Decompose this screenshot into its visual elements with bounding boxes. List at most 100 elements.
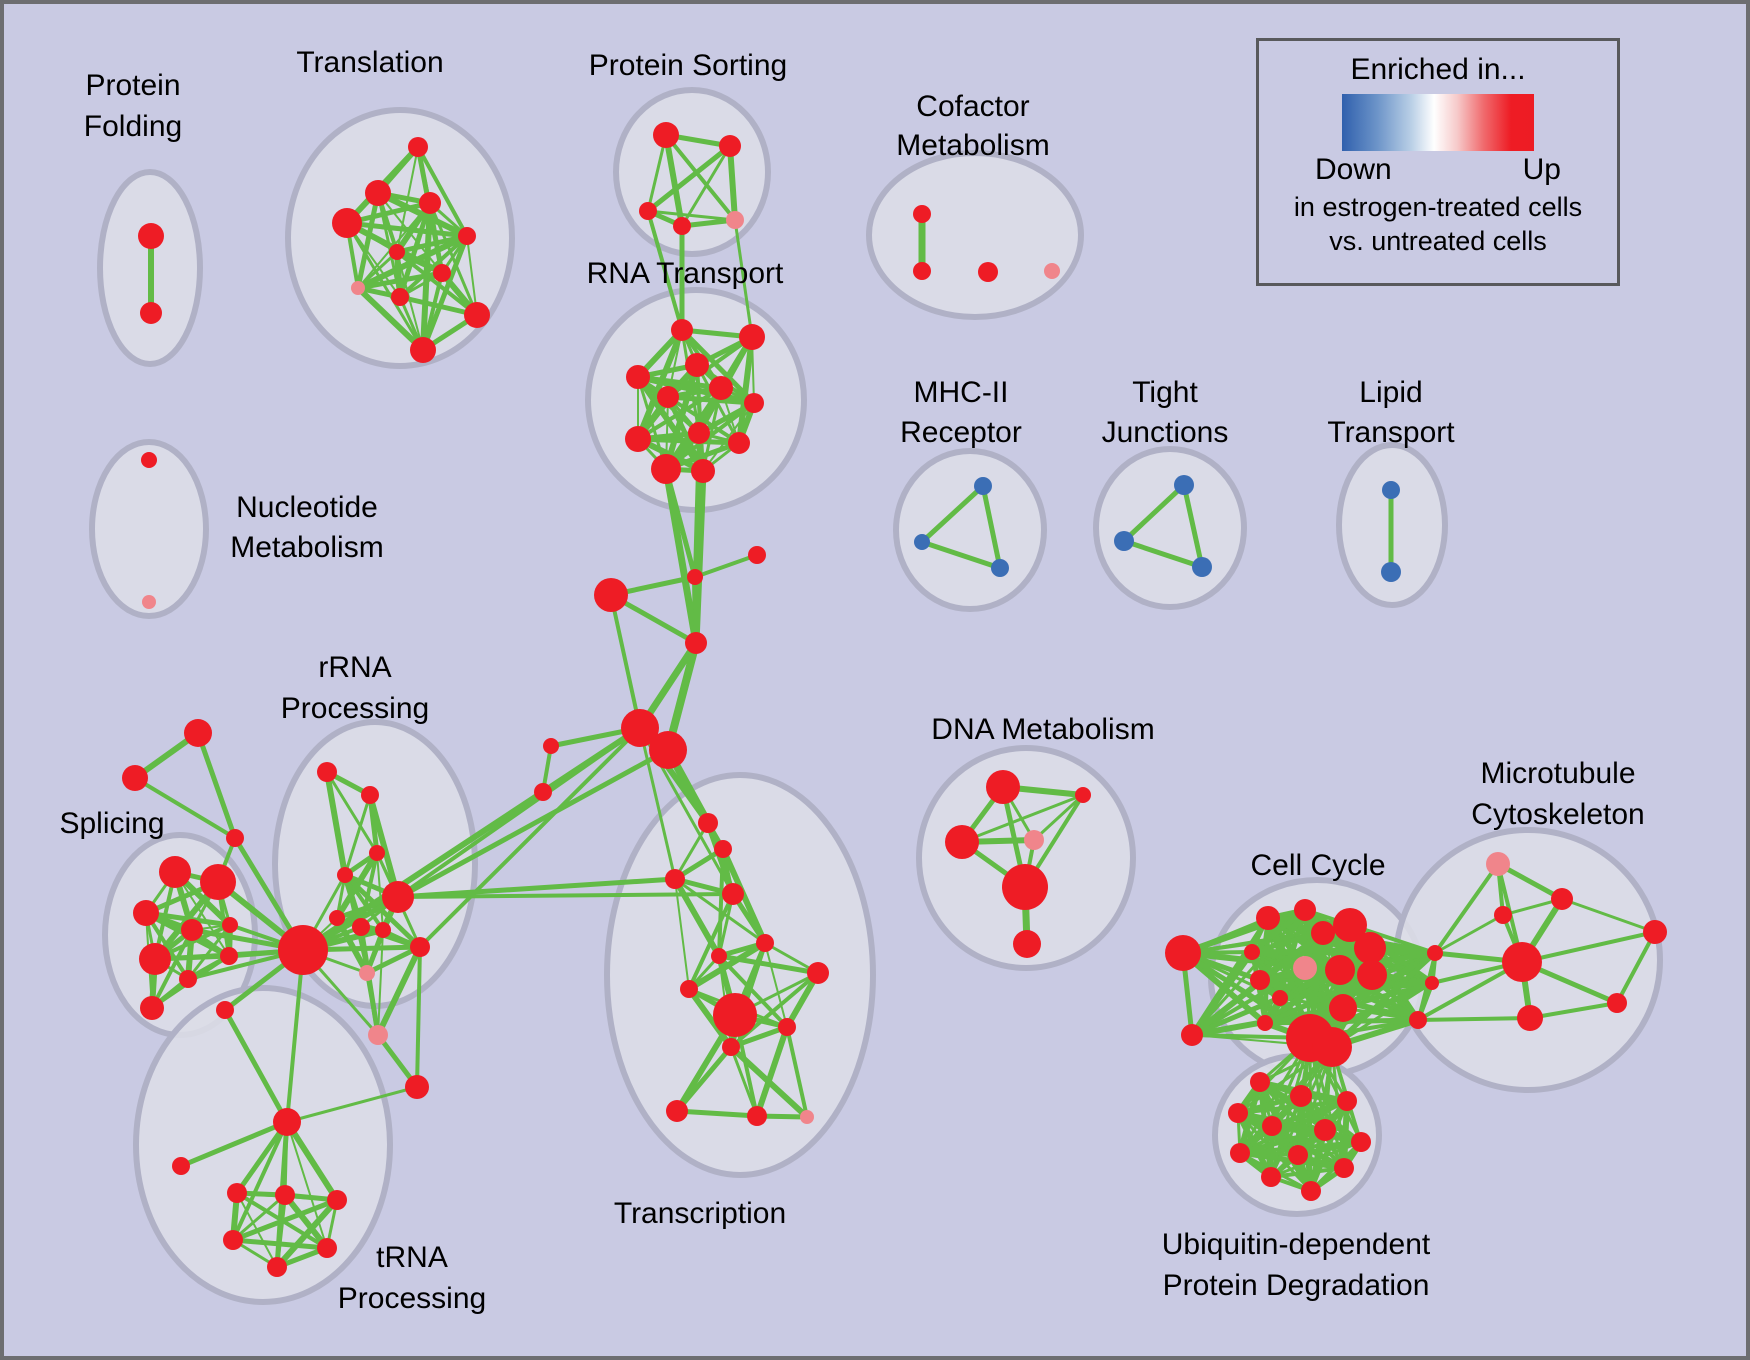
edge-translation bbox=[428, 201, 479, 317]
cluster-label-ubiquitin: Ubiquitin-dependent Protein Degradation bbox=[1162, 1228, 1431, 1302]
edge-connectors bbox=[693, 553, 759, 579]
node-mhc-1 bbox=[914, 534, 930, 550]
edge-rnaTransport bbox=[635, 374, 706, 474]
cluster-label-microtubule: Microtubule Cytoskeleton bbox=[1471, 757, 1644, 831]
edge-transcription bbox=[687, 892, 735, 991]
node-dna-1 bbox=[1075, 787, 1091, 803]
node-cofactor-3 bbox=[1044, 263, 1060, 279]
node-ubiquitin-9 bbox=[1334, 1158, 1354, 1178]
cluster-label-line: Protein bbox=[85, 69, 180, 102]
edge-cellCycle bbox=[1329, 950, 1438, 1050]
edge-tightJunctions bbox=[1181, 482, 1205, 570]
edge-tightJunctions bbox=[1121, 482, 1187, 544]
edge-transcription bbox=[729, 971, 820, 1049]
cluster-ellipse-trna bbox=[133, 985, 393, 1305]
cluster-label-lipidTransport: Lipid Transport bbox=[1327, 376, 1455, 449]
node-microtubule-4 bbox=[1517, 1005, 1543, 1031]
node-rrna-8 bbox=[359, 965, 375, 981]
edge-translation bbox=[355, 285, 426, 353]
edge-rrna bbox=[325, 770, 379, 855]
edge-rrna bbox=[324, 769, 348, 878]
node-microtubule-6 bbox=[1643, 920, 1667, 944]
node-transcription-7 bbox=[680, 980, 698, 998]
node-cofactor-0 bbox=[913, 205, 931, 223]
cluster-label-line: Cytoskeleton bbox=[1471, 798, 1644, 831]
edge-proteinSorting bbox=[727, 143, 738, 223]
node-dna-4 bbox=[1002, 864, 1048, 910]
cluster-label-proteinFolding: Protein Folding bbox=[84, 69, 182, 143]
node-trna-4 bbox=[223, 1230, 243, 1250]
node-triangle-0 bbox=[184, 719, 212, 747]
cluster-label-dna: DNA Metabolism bbox=[931, 713, 1154, 746]
edge-connectors-transcription bbox=[638, 726, 677, 881]
node-microtubule-5 bbox=[1607, 993, 1627, 1013]
edge-connectors-trna bbox=[178, 1119, 290, 1169]
edge-rrna-transcription bbox=[396, 892, 735, 899]
node-rnaTransport-9 bbox=[728, 432, 750, 454]
legend-gradient-bar bbox=[1342, 94, 1534, 151]
cluster-label-trna: tRNA Processing bbox=[338, 1241, 486, 1315]
node-tightJunctions-0 bbox=[1174, 475, 1194, 495]
cluster-label-line: Protein Sorting bbox=[589, 49, 787, 82]
edge-rrna bbox=[365, 971, 380, 1037]
node-lipidTransport-0 bbox=[1382, 481, 1400, 499]
node-transcription-10 bbox=[722, 1038, 740, 1056]
edge-proteinSorting bbox=[646, 209, 737, 222]
node-splicing-7 bbox=[140, 996, 164, 1020]
node-translation-2 bbox=[419, 192, 441, 214]
node-cellCycle-10 bbox=[1333, 908, 1367, 942]
edge-rrna-trna bbox=[285, 948, 305, 1124]
node-proteinFolding-1 bbox=[140, 302, 162, 324]
cluster-label-proteinSorting: Protein Sorting bbox=[589, 49, 787, 82]
node-dna-3 bbox=[1024, 830, 1044, 850]
edge-dna bbox=[1032, 793, 1085, 842]
node-transcription-0 bbox=[698, 813, 718, 833]
edge-rrna-transcription bbox=[395, 876, 678, 900]
cluster-label-line: Processing bbox=[281, 692, 429, 725]
edge-cellCycle-ubiquitin bbox=[1269, 1045, 1334, 1179]
cluster-label-line: Tight bbox=[1132, 376, 1198, 409]
edge-translation bbox=[395, 250, 479, 317]
edge-ubiquitin bbox=[1236, 1099, 1349, 1115]
edge-trna bbox=[274, 1197, 340, 1270]
cluster-label-line: Metabolism bbox=[230, 531, 383, 564]
node-connectors-7 bbox=[534, 783, 552, 801]
edge-microtubule bbox=[1495, 861, 1565, 902]
node-trna-5 bbox=[317, 1238, 337, 1258]
node-trna-2 bbox=[275, 1185, 295, 1205]
edge-transcription bbox=[764, 942, 788, 1028]
edge-rrna bbox=[375, 944, 423, 1038]
cluster-label-line: rRNA bbox=[318, 651, 391, 684]
node-cellCycle-19 bbox=[1409, 1011, 1427, 1029]
cluster-label-line: Folding bbox=[84, 110, 182, 143]
node-translation-1 bbox=[365, 180, 391, 206]
cluster-label-line: Cell Cycle bbox=[1250, 849, 1385, 882]
edge-translation bbox=[344, 220, 470, 239]
node-dna-0 bbox=[986, 770, 1020, 804]
edge-tightJunctions bbox=[1121, 538, 1205, 570]
node-transcription-3 bbox=[722, 883, 744, 905]
node-rnaTransport-4 bbox=[709, 376, 733, 400]
node-splicing-5 bbox=[220, 947, 238, 965]
edge-connectors-rrna bbox=[418, 726, 642, 949]
edge-trna bbox=[231, 1120, 289, 1242]
node-cellCycle-4 bbox=[1244, 944, 1260, 960]
node-rnaTransport-6 bbox=[744, 393, 764, 413]
edge-trna bbox=[230, 1237, 330, 1251]
legend-endpoint-labels: Down Up bbox=[1315, 153, 1561, 187]
node-proteinSorting-2 bbox=[639, 202, 657, 220]
node-cellCycle-2 bbox=[1256, 906, 1280, 930]
edge-translation bbox=[355, 270, 445, 291]
edge-translation bbox=[420, 233, 470, 353]
edge-transcription bbox=[674, 1044, 734, 1114]
node-lipidTransport-1 bbox=[1381, 562, 1401, 582]
edge-connectors-trna bbox=[222, 1007, 290, 1125]
node-translation-0 bbox=[408, 137, 428, 157]
cluster-ellipse-cofactor bbox=[866, 150, 1084, 320]
node-cellCycle-5 bbox=[1293, 956, 1317, 980]
node-rrna-12 bbox=[368, 1025, 388, 1045]
edge-rnaTransport bbox=[635, 436, 742, 446]
edge-transcription bbox=[674, 878, 690, 990]
cluster-label-splicing: Splicing bbox=[59, 807, 164, 840]
node-splicing-2 bbox=[133, 900, 159, 926]
